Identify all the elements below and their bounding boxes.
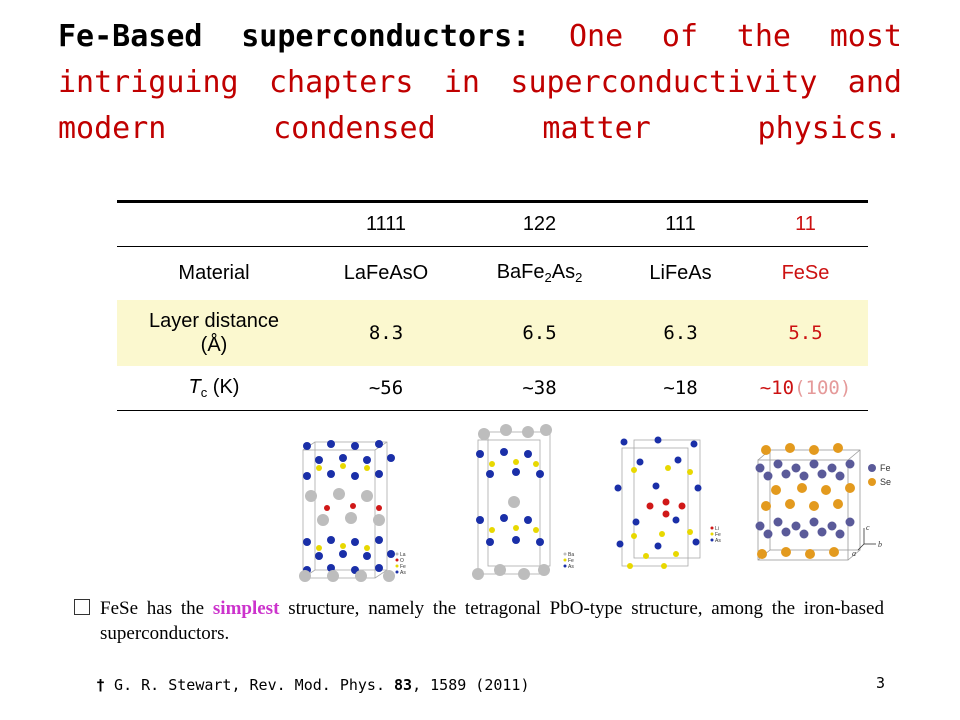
s1-label-o: O: [400, 558, 404, 564]
reference-pre: G. R. Stewart, Rev. Mod. Phys.: [105, 676, 395, 694]
material-122: BaFe2As2: [461, 247, 618, 300]
reference-volume: 83: [394, 676, 413, 694]
tc-122: ~38: [522, 376, 557, 399]
s1-label-fe: Fe: [400, 564, 406, 570]
material-111: LiFeAs: [649, 261, 712, 284]
table-row-highlighted: Layer distance (Å) 8.3 6.5 6.3 5.5: [117, 299, 868, 366]
checkbox-bullet-icon: [74, 599, 90, 615]
s2-label-as: As: [568, 564, 574, 570]
page-number: 3: [876, 674, 886, 692]
layer-distance-11: 5.5: [788, 321, 823, 344]
layer-distance-1111: 8.3: [368, 321, 404, 344]
material-122-sub1: 2: [544, 270, 552, 286]
comparison-table: 1111 122 111 11 Material LaFeAsO BaFe2As…: [117, 200, 868, 411]
s2-label-ba: Ba: [568, 552, 574, 558]
material-122-as: As: [551, 261, 576, 284]
s3-label-li: Li: [715, 526, 719, 532]
material-122-sub2: 2: [575, 270, 583, 286]
crystal-structure-1111-image: La O Fe As: [299, 440, 406, 582]
table-row: Material LaFeAsO BaFe2As2 LiFeAs FeSe: [117, 247, 868, 300]
tc-label-symbol: T: [188, 375, 201, 398]
title-bold-part: Fe-Based superconductors:: [58, 19, 531, 54]
s3-label-as: As: [715, 538, 721, 544]
header-11: 11: [743, 200, 868, 247]
header-111: 111: [618, 200, 743, 247]
table-header-row: 1111 122 111 11: [117, 200, 868, 247]
tc-11: ~10(100): [743, 366, 868, 411]
s3-label-fe: Fe: [715, 532, 721, 538]
tc-11-extra: (100): [794, 376, 852, 399]
s4-axis-b: b: [878, 540, 882, 549]
bullet-text: FeSe has the simplest structure, namely …: [100, 596, 884, 646]
material-122-ba: BaFe: [496, 261, 545, 284]
crystal-structure-111-image: Li Fe As: [614, 436, 721, 569]
tc-111: ~18: [663, 376, 698, 399]
reference-post: , 1589 (2011): [412, 676, 530, 694]
material-label: Material: [178, 261, 250, 284]
s1-label-as: As: [400, 570, 406, 576]
tc-label: Tc (K): [117, 366, 311, 411]
table-row: Tc (K) ~56 ~38 ~18 ~10(100): [117, 366, 868, 411]
material-11: FeSe: [781, 261, 830, 284]
crystal-structure-122-image: Ba Fe As: [472, 424, 574, 580]
s2-label-fe: Fe: [568, 558, 574, 564]
layer-distance-122: 6.5: [522, 321, 557, 344]
tc-11-value: ~10: [759, 376, 795, 399]
s4-legend-fe: Fe: [880, 463, 891, 473]
reference-dagger: †: [96, 676, 106, 694]
header-1111: 1111: [311, 200, 461, 247]
s4-axis-c: c: [866, 523, 870, 532]
header-122: 122: [461, 200, 618, 247]
bullet-point: FeSe has the simplest structure, namely …: [74, 596, 884, 646]
reference-footnote: † G. R. Stewart, Rev. Mod. Phys. 83, 158…: [96, 676, 529, 694]
layer-distance-label-line2: (Å): [200, 333, 228, 356]
layer-distance-label: Layer distance (Å): [117, 300, 311, 366]
tc-label-unit: (K): [207, 375, 240, 398]
layer-distance-label-line1: Layer distance: [148, 309, 280, 332]
s4-axis-a: a: [852, 549, 856, 558]
header-empty: [117, 200, 311, 247]
slide-title: Fe-Based superconductors: One of the mos…: [58, 14, 902, 152]
material-1111: LaFeAsO: [343, 261, 429, 284]
tc-label-sub: c: [200, 384, 208, 400]
bullet-post: structure, namely the tetragonal PbO-typ…: [100, 598, 884, 644]
title-rest: One of the most intriguing chapters in s…: [58, 19, 902, 146]
layer-distance-111: 6.3: [663, 321, 698, 344]
s4-legend-se: Se: [880, 477, 891, 487]
s1-label-la: La: [400, 552, 406, 558]
bullet-pre: FeSe has the: [100, 598, 213, 619]
bullet-highlight: simplest: [212, 598, 280, 619]
tc-1111: ~56: [368, 376, 404, 399]
crystal-structure-11-image: Fe Se c a b: [755, 443, 891, 561]
